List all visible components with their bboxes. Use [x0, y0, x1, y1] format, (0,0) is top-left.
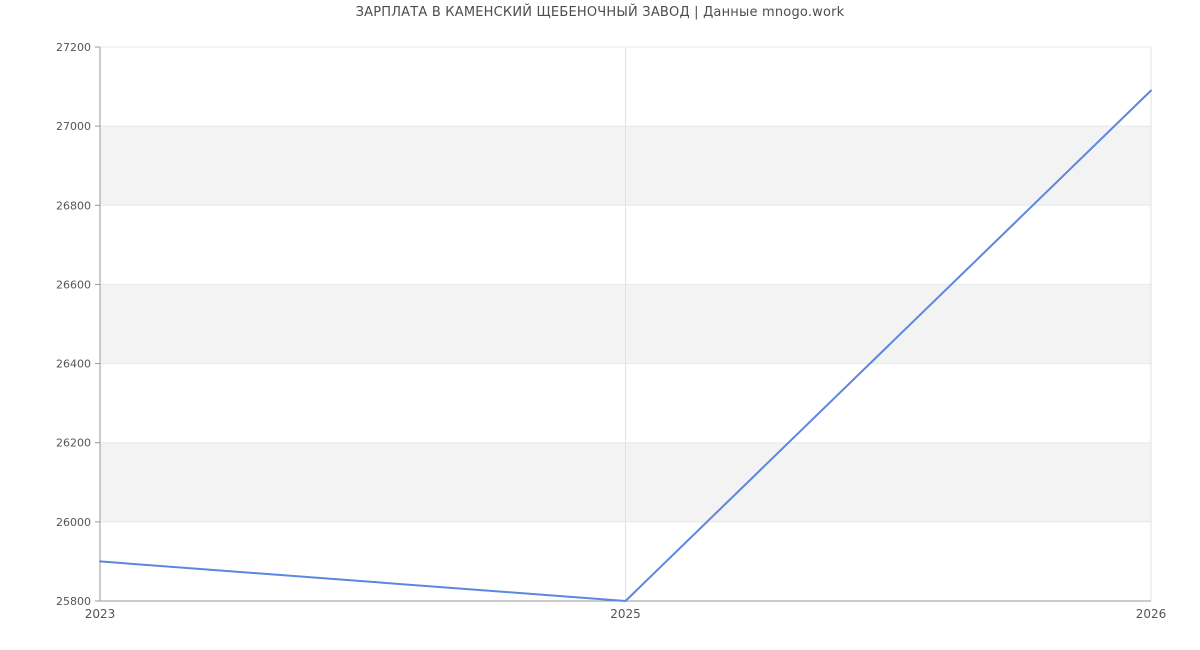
y-tick-label: 26600 [56, 278, 91, 291]
y-tick-label: 25800 [56, 595, 91, 608]
y-tick-label: 26000 [56, 516, 91, 529]
y-tick-label: 27000 [56, 120, 91, 133]
x-tick-label: 2025 [610, 607, 641, 621]
y-tick-label: 27200 [56, 41, 91, 54]
salary-data-line [99, 89, 1152, 602]
x-tick-label: 2026 [1136, 607, 1167, 621]
x-tick-label: 2023 [85, 607, 116, 621]
y-tick-label: 26800 [56, 199, 91, 212]
y-tick-label: 26400 [56, 358, 91, 371]
y-tick-label: 26200 [56, 437, 91, 450]
chart-title: ЗАРПЛАТА В КАМЕНСКИЙ ЩЕБЕНОЧНЫЙ ЗАВОД | … [355, 5, 845, 20]
